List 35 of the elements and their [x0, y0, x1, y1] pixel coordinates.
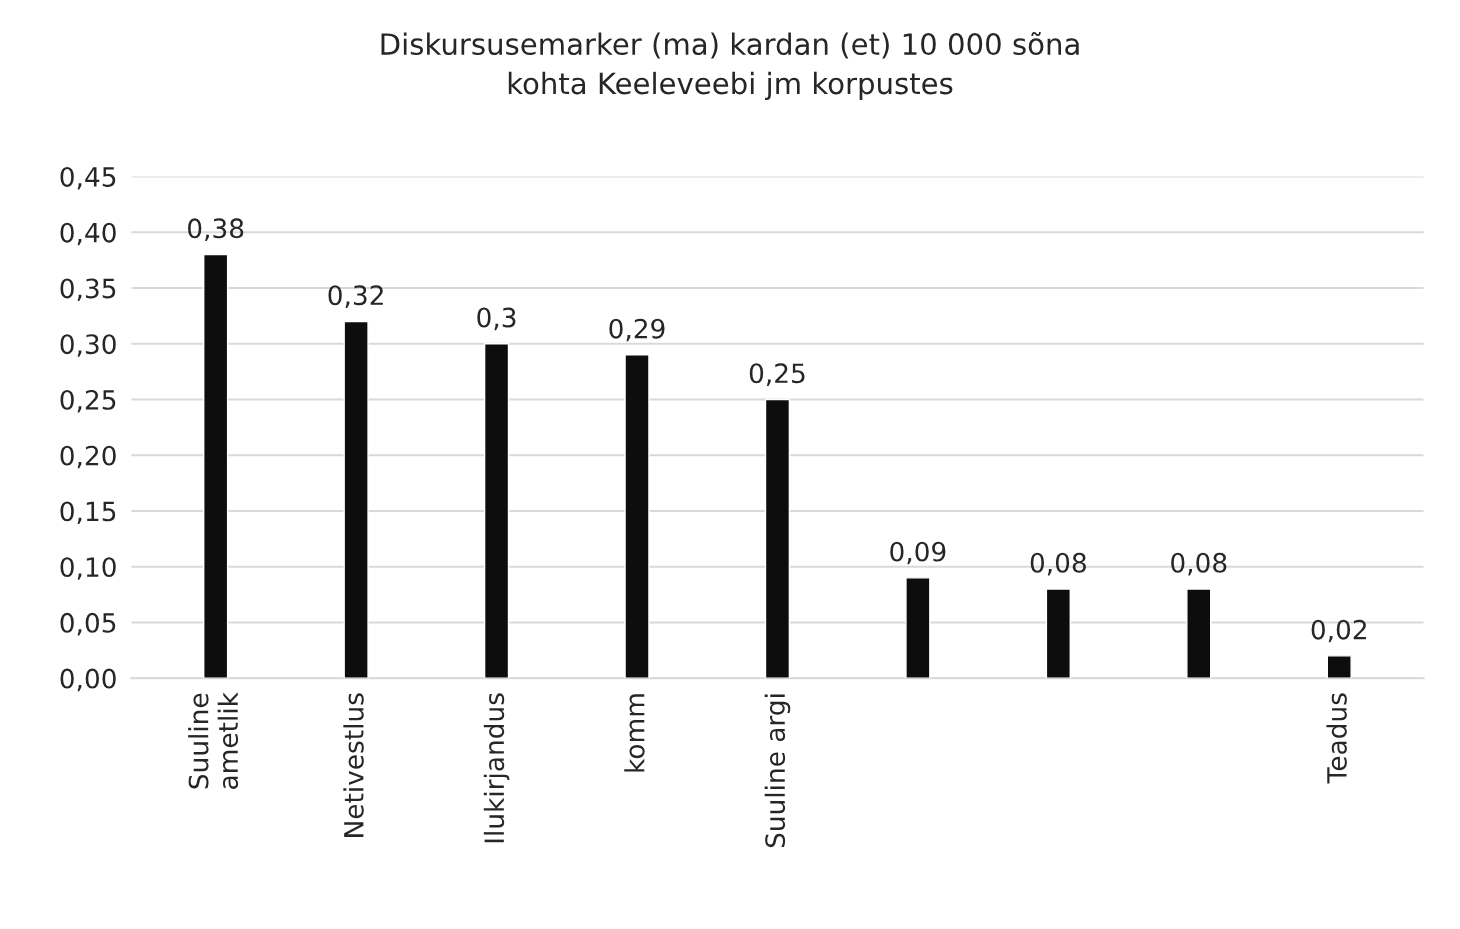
x-tick-label: Netivestlus — [343, 693, 364, 837]
bar — [624, 354, 650, 679]
x-tick-label: komm — [624, 694, 645, 772]
bar — [483, 343, 510, 679]
data-label: 0,25 — [749, 363, 805, 386]
bar — [203, 253, 229, 679]
y-tick-label: 0,10 — [60, 557, 116, 580]
data-label: 0,09 — [890, 541, 946, 565]
y-tick-label: 0,45 — [60, 166, 116, 190]
bar — [343, 320, 369, 679]
x-tick-label: Suuline argi — [764, 694, 791, 848]
bar — [1045, 588, 1071, 679]
bar — [1186, 588, 1212, 679]
data-label: 0,02 — [1311, 619, 1366, 643]
x-tick-label: Ilukirjandus — [483, 693, 510, 843]
x-tick-label: Teadus — [1326, 693, 1347, 784]
data-label: 0,3 — [477, 307, 516, 331]
bar — [905, 577, 931, 679]
y-tick-label: 0,35 — [60, 278, 116, 302]
chart-title: Diskursusemarker (ma) kardan (et) 10 000 sõna kohta Keeleveebi jm korpustes — [381, 32, 1079, 101]
data-label: 0,08 — [1171, 552, 1227, 576]
y-tick-label: 0,15 — [60, 501, 116, 525]
data-label: 0,32 — [328, 285, 383, 308]
y-tick-label: 0,25 — [60, 389, 116, 413]
data-label: 0,08 — [1030, 552, 1086, 576]
y-tick-label: 0,40 — [60, 222, 116, 246]
y-tick-label: 0,05 — [60, 612, 116, 636]
data-label: 0,38 — [188, 218, 244, 242]
bar — [1326, 655, 1352, 679]
y-tick-label: 0,20 — [60, 445, 116, 469]
bar — [764, 398, 791, 679]
y-tick-label: 0,00 — [60, 668, 116, 692]
y-tick-label: 0,30 — [60, 334, 116, 357]
data-label: 0,29 — [609, 318, 665, 342]
x-tick-label: Suuline ametlik — [188, 692, 239, 789]
